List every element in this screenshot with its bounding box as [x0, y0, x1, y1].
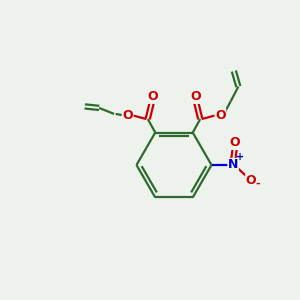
- Text: +: +: [236, 152, 244, 162]
- Text: N: N: [228, 158, 238, 172]
- Text: O: O: [246, 174, 256, 188]
- Text: -: -: [256, 179, 260, 189]
- Text: O: O: [215, 109, 226, 122]
- Text: O: O: [122, 109, 133, 122]
- Text: O: O: [229, 136, 240, 149]
- Text: O: O: [190, 90, 201, 103]
- Text: O: O: [147, 90, 158, 103]
